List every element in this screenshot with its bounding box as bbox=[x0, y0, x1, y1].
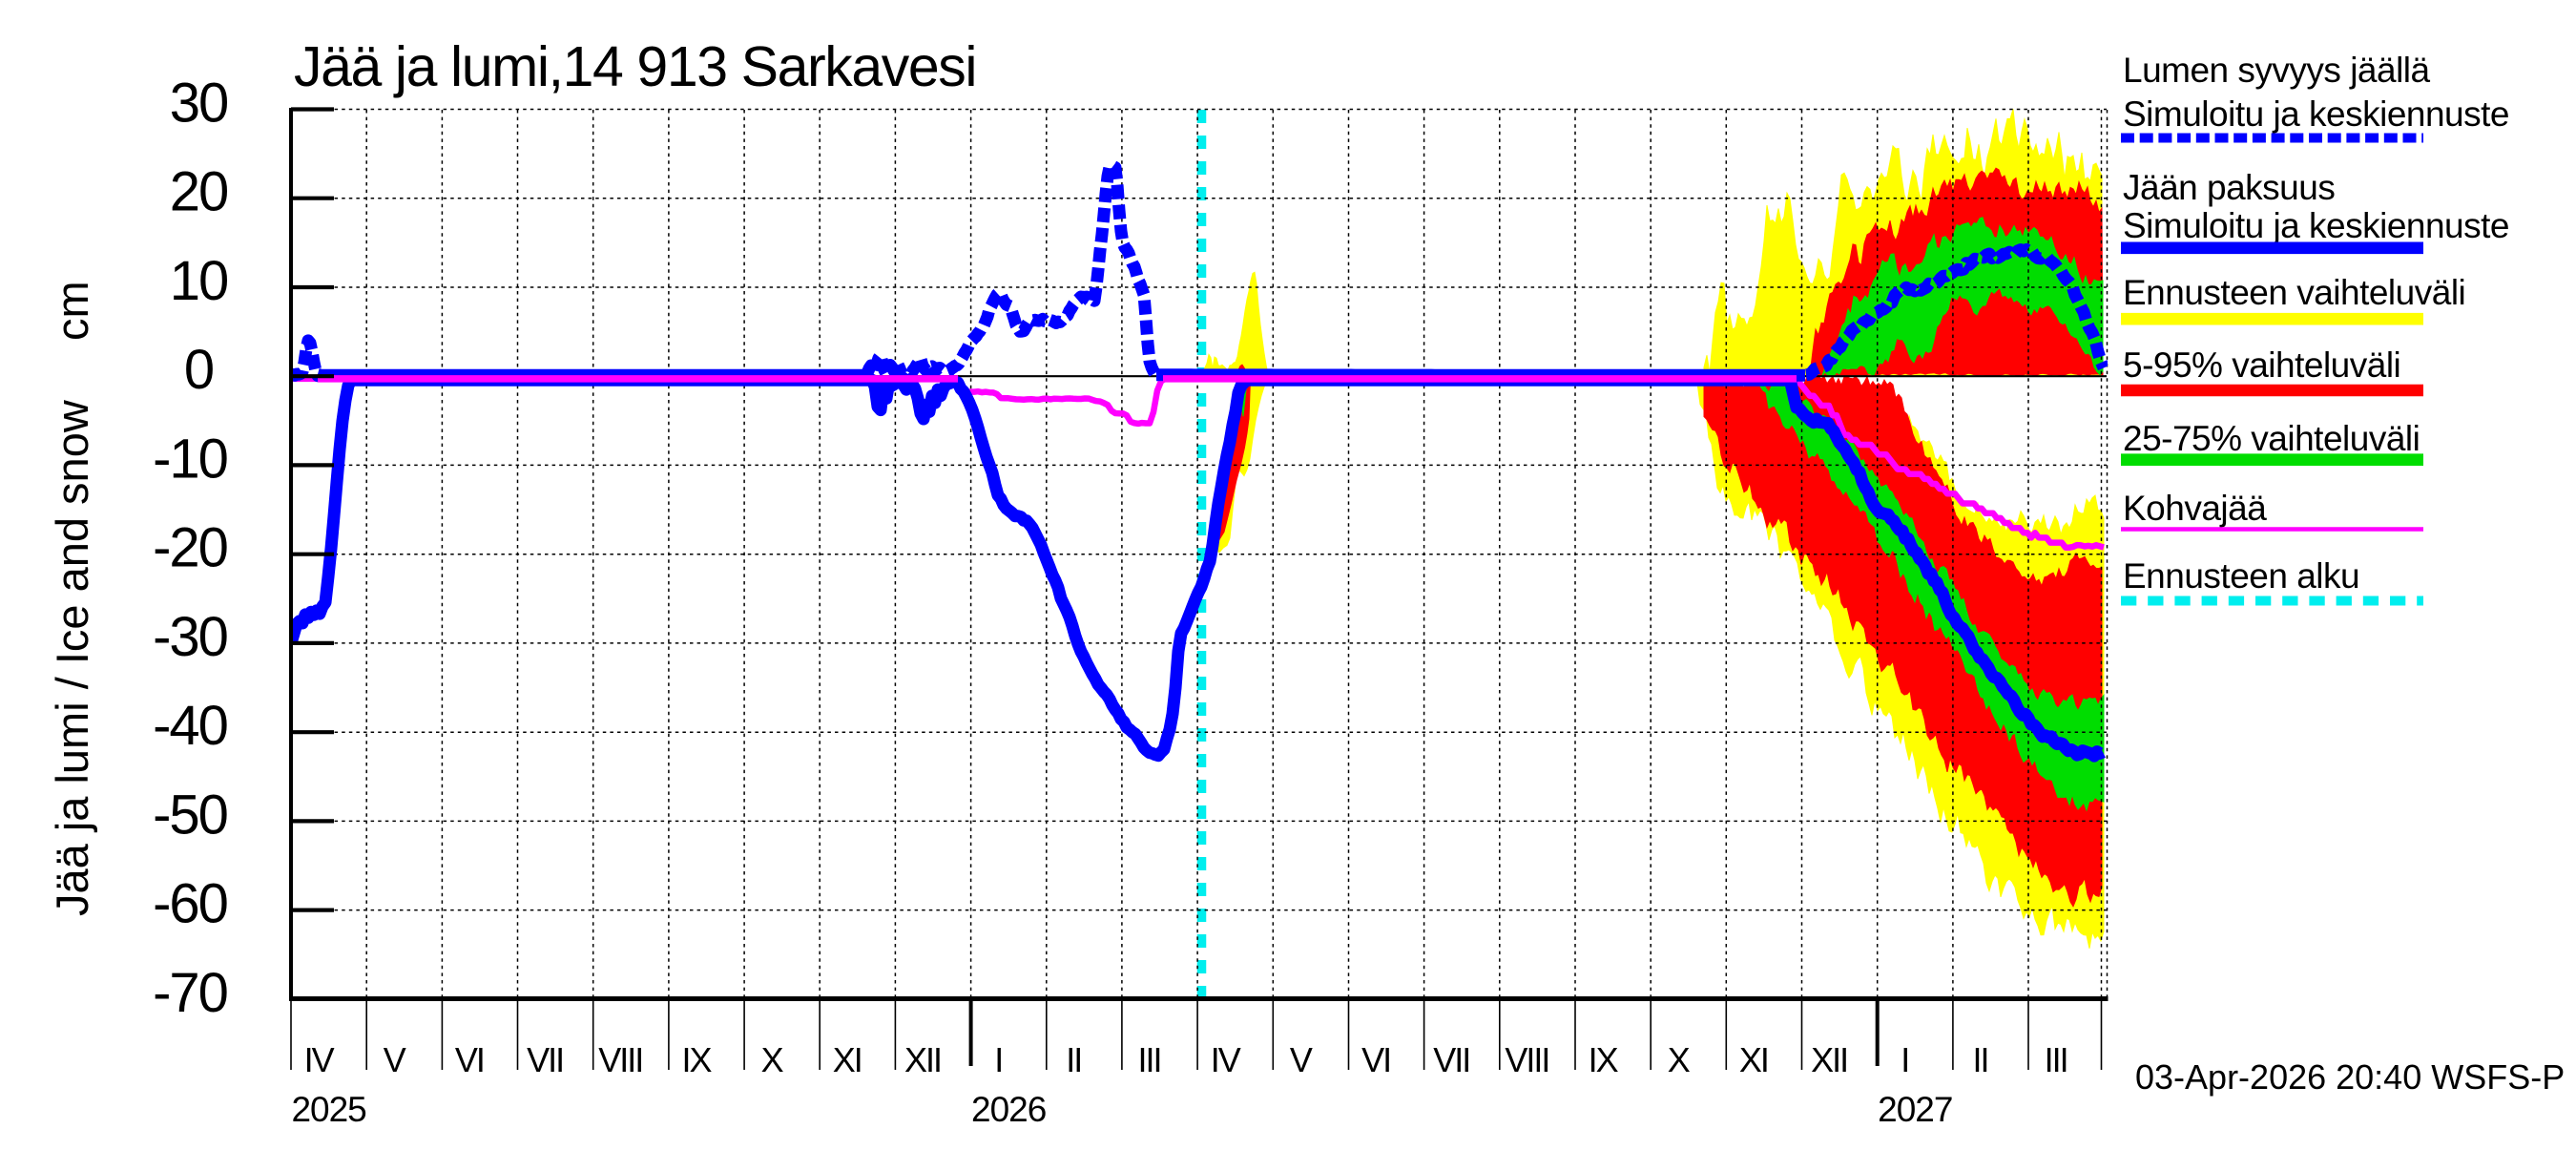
svg-text:-30: -30 bbox=[153, 606, 227, 668]
svg-text:IX: IX bbox=[681, 1040, 712, 1079]
svg-text:III: III bbox=[2045, 1040, 2067, 1079]
svg-text:VI: VI bbox=[1361, 1040, 1390, 1079]
svg-text:25-75% vaihteluväli: 25-75% vaihteluväli bbox=[2123, 419, 2420, 458]
svg-text:-70: -70 bbox=[153, 962, 227, 1024]
svg-text:2025: 2025 bbox=[291, 1090, 366, 1129]
svg-text:IX: IX bbox=[1589, 1040, 1619, 1079]
svg-text:20: 20 bbox=[170, 161, 228, 223]
svg-text:cm: cm bbox=[47, 281, 97, 341]
svg-text:III: III bbox=[1137, 1040, 1160, 1079]
svg-text:VII: VII bbox=[1433, 1040, 1469, 1079]
svg-text:Lumen syvyys jäällä: Lumen syvyys jäällä bbox=[2123, 51, 2431, 90]
svg-text:I: I bbox=[994, 1040, 1002, 1079]
svg-text:0: 0 bbox=[184, 339, 213, 401]
svg-text:2027: 2027 bbox=[1878, 1090, 1952, 1129]
svg-text:VIII: VIII bbox=[598, 1040, 642, 1079]
svg-text:X: X bbox=[761, 1040, 784, 1079]
svg-text:Jään paksuus: Jään paksuus bbox=[2123, 168, 2335, 207]
svg-text:Simuloitu ja keskiennuste: Simuloitu ja keskiennuste bbox=[2123, 206, 2509, 245]
svg-text:XI: XI bbox=[833, 1040, 862, 1079]
svg-text:V: V bbox=[1290, 1040, 1313, 1079]
svg-text:-10: -10 bbox=[153, 428, 227, 490]
svg-text:30: 30 bbox=[170, 73, 228, 135]
svg-text:XII: XII bbox=[1811, 1040, 1847, 1079]
svg-text:II: II bbox=[1972, 1040, 1987, 1079]
svg-text:-40: -40 bbox=[153, 695, 227, 757]
svg-text:X: X bbox=[1668, 1040, 1691, 1079]
svg-text:2026: 2026 bbox=[971, 1090, 1046, 1129]
svg-text:II: II bbox=[1066, 1040, 1081, 1079]
svg-text:VII: VII bbox=[527, 1040, 563, 1079]
svg-text:-20: -20 bbox=[153, 517, 227, 579]
svg-text:I: I bbox=[1901, 1040, 1908, 1079]
svg-text:03-Apr-2026 20:40 WSFS-P: 03-Apr-2026 20:40 WSFS-P bbox=[2135, 1057, 2565, 1097]
svg-text:-60: -60 bbox=[153, 873, 227, 935]
svg-text:XII: XII bbox=[904, 1040, 941, 1079]
svg-text:Kohvajää: Kohvajää bbox=[2123, 489, 2267, 528]
svg-text:5-95% vaihteluväli: 5-95% vaihteluväli bbox=[2123, 345, 2400, 385]
svg-text:XI: XI bbox=[1739, 1040, 1768, 1079]
svg-text:10: 10 bbox=[170, 250, 228, 312]
svg-text:Jää ja lumi / Ice and snow: Jää ja lumi / Ice and snow bbox=[47, 399, 97, 916]
svg-text:IV: IV bbox=[1211, 1040, 1241, 1079]
svg-text:Jää ja lumi,14 913 Sarkavesi: Jää ja lumi,14 913 Sarkavesi bbox=[294, 35, 976, 98]
svg-text:Ennusteen alku: Ennusteen alku bbox=[2123, 556, 2359, 596]
svg-text:VIII: VIII bbox=[1505, 1040, 1548, 1079]
svg-text:V: V bbox=[384, 1040, 406, 1079]
svg-text:Simuloitu ja keskiennuste: Simuloitu ja keskiennuste bbox=[2123, 94, 2509, 134]
svg-text:VI: VI bbox=[455, 1040, 484, 1079]
svg-text:IV: IV bbox=[304, 1040, 335, 1079]
svg-text:Ennusteen vaihteluväli: Ennusteen vaihteluväli bbox=[2123, 273, 2465, 312]
svg-text:-50: -50 bbox=[153, 784, 227, 846]
